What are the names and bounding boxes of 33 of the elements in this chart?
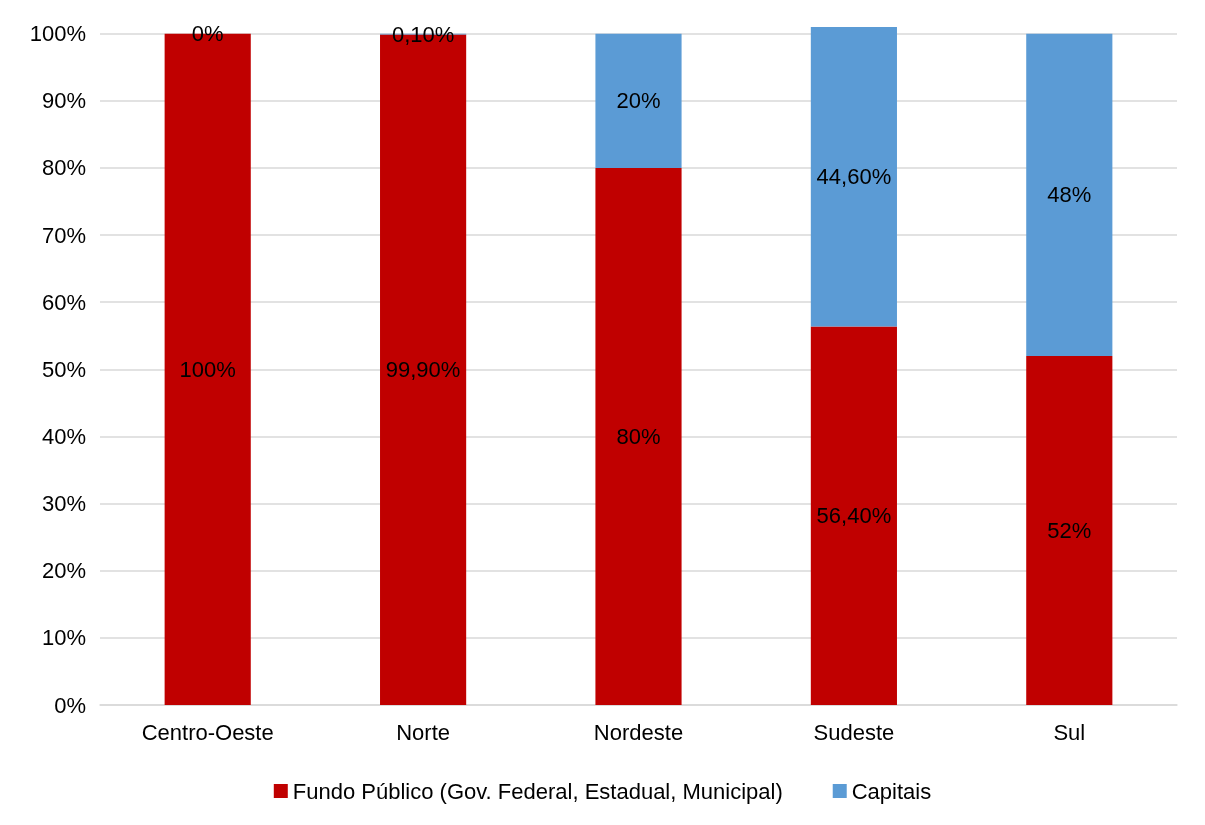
y-tick-label: 0% <box>54 692 86 718</box>
data-label: 20% <box>616 88 661 114</box>
data-label: 80% <box>616 423 661 449</box>
y-tick-label: 70% <box>41 222 86 248</box>
data-label: 100% <box>179 356 236 382</box>
y-tick-label: 100% <box>29 21 86 47</box>
legend-label: Fundo Público (Gov. Federal, Estadual, Municipal) <box>292 778 783 804</box>
data-label: 44,60% <box>816 164 892 190</box>
y-tick-label: 30% <box>41 491 86 517</box>
bar <box>1026 33 1113 356</box>
y-tick-label: 20% <box>41 558 86 584</box>
legend-label: Capitais <box>851 778 932 804</box>
data-label: 99,90% <box>385 357 461 383</box>
x-tick-label: Norte <box>396 719 450 745</box>
y-tick-label: 90% <box>41 88 86 114</box>
bar <box>810 326 897 705</box>
x-tick-label: Sul <box>1053 719 1086 745</box>
bar <box>810 27 897 327</box>
x-tick-label: Centro-Oeste <box>141 719 274 745</box>
y-tick-label: 40% <box>41 423 86 449</box>
data-label: 52% <box>1047 517 1092 543</box>
data-label: 56,40% <box>816 503 892 529</box>
y-tick-label: 10% <box>41 625 86 651</box>
y-tick-label: 80% <box>41 155 86 181</box>
y-tick-label: 50% <box>41 356 86 382</box>
bar <box>595 167 682 705</box>
bar <box>595 33 682 168</box>
x-tick-label: Sudeste <box>813 719 895 745</box>
data-label: 48% <box>1047 182 1092 208</box>
x-tick-label: Nordeste <box>593 719 684 745</box>
data-label: 0,10% <box>391 21 455 47</box>
bar <box>1026 355 1113 705</box>
y-tick-label: 60% <box>41 289 86 315</box>
